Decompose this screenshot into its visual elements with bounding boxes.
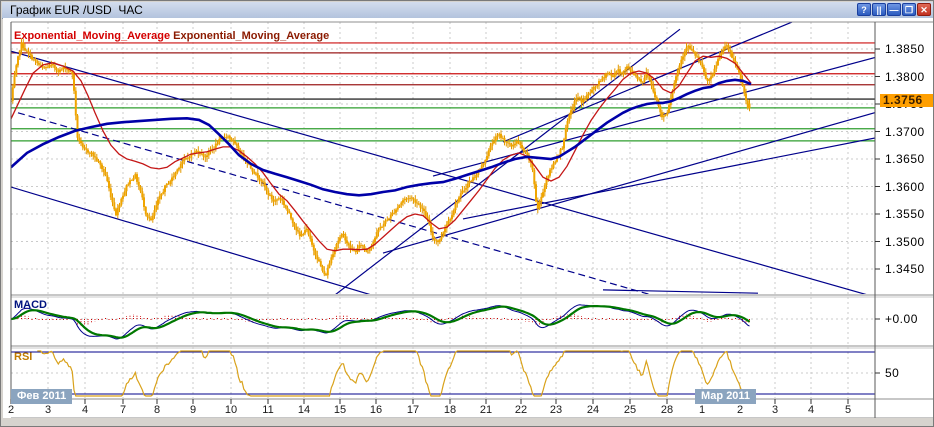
- price-tick-label: 1.3550: [885, 207, 925, 221]
- window-title: График EUR /USD ЧАС: [10, 3, 143, 17]
- window-controls: ? || — ❐ ✕: [857, 3, 931, 17]
- price-tick-label: 1.3650: [885, 152, 925, 166]
- day-tick-label: 28: [660, 404, 674, 416]
- legend-ema-1: Exponential_Moving_Average: [14, 30, 171, 42]
- day-tick-label: 2: [736, 404, 744, 416]
- day-tick-label: 4: [807, 404, 815, 416]
- chart-client-area[interactable]: Exponential_Moving_Average Exponential_M…: [3, 18, 933, 419]
- day-tick-label: 23: [549, 404, 563, 416]
- indicator-legend: Exponential_Moving_Average Exponential_M…: [14, 30, 329, 42]
- period-badge-mar: Мар 2011: [695, 389, 757, 404]
- pause-button[interactable]: ||: [872, 3, 886, 16]
- period-badge-feb: Фев 2011: [11, 389, 73, 404]
- day-tick-label: 16: [369, 404, 383, 416]
- day-tick-label: 1: [698, 404, 706, 416]
- day-tick-label: 7: [119, 404, 127, 416]
- day-tick-label: 9: [189, 404, 197, 416]
- help-button[interactable]: ?: [857, 3, 871, 16]
- day-tick-label: 18: [443, 404, 457, 416]
- restore-button[interactable]: ❐: [902, 3, 916, 16]
- macd-panel-label: MACD: [14, 299, 47, 311]
- day-tick-label: 21: [479, 404, 493, 416]
- day-tick-label: 24: [586, 404, 600, 416]
- chart-canvas[interactable]: [3, 18, 933, 423]
- day-tick-label: 3: [44, 404, 52, 416]
- minimize-button[interactable]: —: [887, 3, 901, 16]
- day-tick-label: 14: [297, 404, 311, 416]
- day-tick-label: 10: [224, 404, 238, 416]
- price-tick-label: 1.3450: [885, 262, 925, 276]
- price-tick-label: 1.3500: [885, 234, 925, 249]
- price-tick-label: 1.3850: [885, 42, 925, 56]
- day-tick-label: 25: [623, 404, 637, 416]
- day-tick-label: 15: [333, 404, 347, 416]
- title-bar[interactable]: График EUR /USD ЧАС ? || — ❐ ✕: [2, 2, 933, 19]
- day-tick-label: 22: [514, 404, 528, 416]
- day-tick-label: 3: [771, 404, 779, 416]
- rsi-mid-value: 50: [885, 366, 900, 380]
- day-tick-label: 5: [844, 404, 852, 416]
- legend-ema-2: Exponential_Moving_Average: [173, 30, 330, 42]
- price-tick-label: 1.3700: [885, 124, 925, 139]
- price-tick-label: 1.3600: [885, 179, 925, 194]
- rsi-panel-label: RSI: [14, 351, 33, 363]
- price-tick-label: 1.3800: [885, 69, 925, 84]
- macd-zero-value: +0.00: [885, 312, 918, 326]
- day-tick-label: 4: [81, 404, 89, 416]
- current-price-badge: 1.3756: [880, 93, 933, 107]
- day-tick-label: 17: [406, 404, 420, 416]
- day-tick-label: 11: [262, 404, 274, 416]
- day-tick-label: 2: [7, 404, 15, 416]
- day-tick-label: 8: [153, 404, 161, 416]
- close-button[interactable]: ✕: [917, 3, 931, 16]
